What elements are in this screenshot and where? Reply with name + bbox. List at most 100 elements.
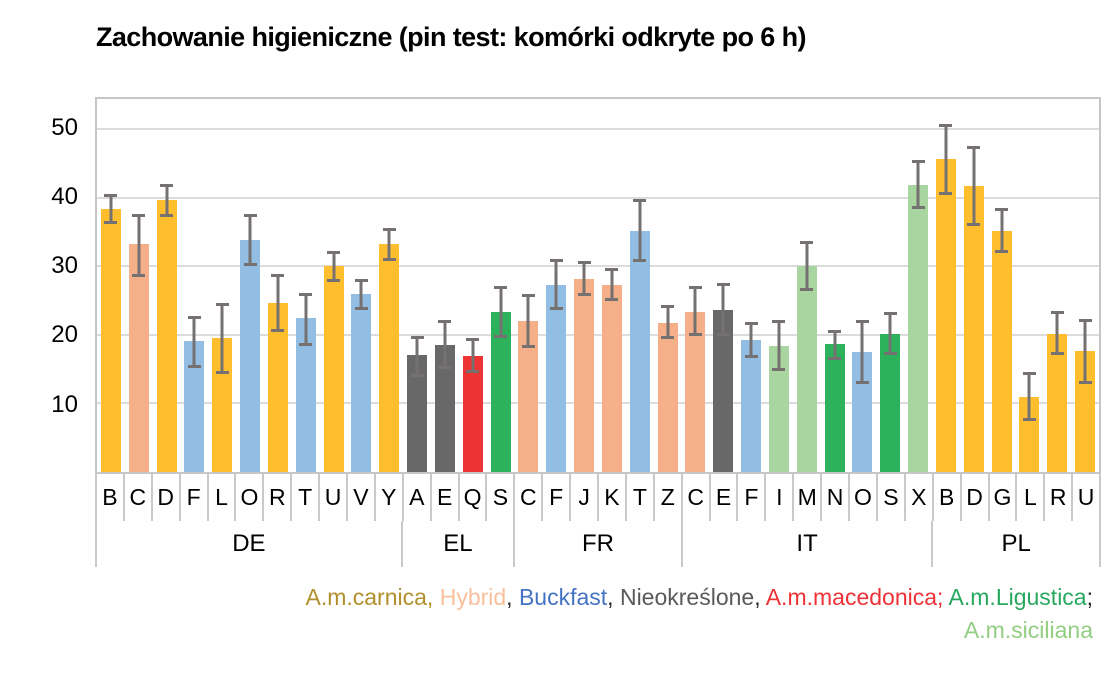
x-tick-label: F [738,474,767,521]
error-bar [772,319,786,372]
bar-C [685,312,706,472]
error-bar [410,335,424,377]
error-bar [549,259,563,311]
x-tick-label: N [822,474,851,521]
error-bar [661,305,675,339]
error-bar [215,303,229,374]
error-bar [327,251,341,283]
x-tick-label: Y [376,474,404,521]
group-label-DE: DE [97,521,403,567]
legend-line2: A.m.siciliana [133,614,1093,647]
y-tick-label: 10 [51,390,78,418]
plot-area [95,97,1101,474]
x-tick-label: U [1073,474,1102,521]
error-bar [438,320,452,370]
legend-item: A.m.macedonica [765,584,938,610]
legend-separator: , [607,584,620,610]
x-tick-label: C [515,474,544,521]
x-tick-label: I [766,474,795,521]
bar-T [295,318,316,472]
y-axis: 10 20 30 40 50 [0,97,78,474]
error-bar [1050,310,1064,356]
x-tick-label: L [1017,474,1046,521]
x-tick-label: O [850,474,878,521]
x-tick-label: J [571,474,600,521]
group-label-IT: IT [683,521,934,567]
x-tick-label: Z [655,474,683,521]
x-tick-label: R [264,474,293,521]
x-tick-label: A [404,474,432,521]
x-tick-label: E [711,474,739,521]
bar-E [434,345,455,472]
bar-Q [462,356,483,472]
error-bar [132,214,146,277]
x-tick-label: B [97,474,125,521]
x-tick-label: G [990,474,1018,521]
error-bar [354,278,368,310]
error-bar [243,214,257,267]
legend-item: A.m.siciliana [963,617,1093,643]
bar-D [156,199,177,472]
x-tick-label: F [543,474,572,521]
bar-F [546,284,567,472]
bar-S [490,311,511,472]
legend-separator: , [754,584,766,610]
error-bar [855,319,869,384]
bar-U [323,266,344,472]
error-bar [521,293,535,348]
legend-item: A.m.Ligustica [948,584,1087,610]
legend: A.m.carnica, Hybrid, Buckfast, Nieokreśl… [133,581,1093,647]
x-tick-label: V [348,474,376,521]
error-bar [299,293,313,346]
x-tick-label: B [934,474,962,521]
bar-V [351,293,372,472]
bar-M [796,266,817,472]
x-tick-label: U [320,474,349,521]
x-tick-label: L [209,474,237,521]
x-tick-label: O [236,474,265,521]
bar-T [629,230,650,472]
bar-S [880,333,901,472]
bar-C [518,321,539,472]
legend-item: Nieokreślone [619,584,755,610]
x-tick-label: X [906,474,934,521]
error-bar [967,145,981,226]
x-tick-label: D [962,474,990,521]
error-bar [104,193,118,224]
legend-item: Buckfast [518,584,608,610]
error-bar [939,124,953,195]
error-bar [800,240,814,291]
x-tick-label: T [292,474,321,521]
bar-J [574,278,595,472]
bar-R [1047,333,1068,472]
error-bar [716,282,730,337]
chart-title: Zachowanie higieniczne (pin test: komórk… [96,22,807,52]
bar-C [128,244,149,472]
y-tick-label: 40 [51,182,78,210]
error-bar [633,199,647,263]
error-bar [382,227,396,261]
group-label-FR: FR [515,521,683,567]
bar-Y [379,244,400,472]
error-bar [466,337,480,374]
gridline [97,265,1099,268]
bar-G [991,230,1012,472]
bar-A [407,355,428,472]
x-tick-label: Q [460,474,488,521]
bar-R [267,303,288,472]
bar-F [741,339,762,472]
x-tick-label: S [878,474,906,521]
error-bar [494,285,508,338]
error-bar [1022,371,1036,421]
error-bar [995,208,1009,253]
error-bar [911,160,925,209]
bar-K [601,284,622,472]
legend-line1: A.m.carnica, Hybrid, Buckfast, Nieokreśl… [133,581,1093,614]
gridline [97,196,1099,199]
error-bar [160,184,174,217]
x-tick-label: M [794,474,823,521]
bar-N [824,344,845,472]
group-label-EL: EL [403,521,516,567]
bar-F [184,341,205,472]
